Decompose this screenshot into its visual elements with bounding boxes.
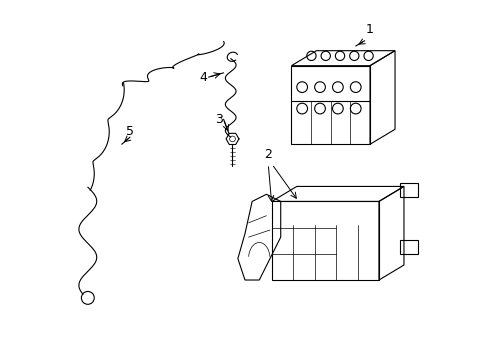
Text: 2: 2 bbox=[264, 148, 272, 162]
Text: 3: 3 bbox=[215, 113, 223, 126]
Text: 4: 4 bbox=[199, 71, 207, 84]
Text: 5: 5 bbox=[126, 125, 134, 138]
Text: 1: 1 bbox=[366, 23, 373, 36]
